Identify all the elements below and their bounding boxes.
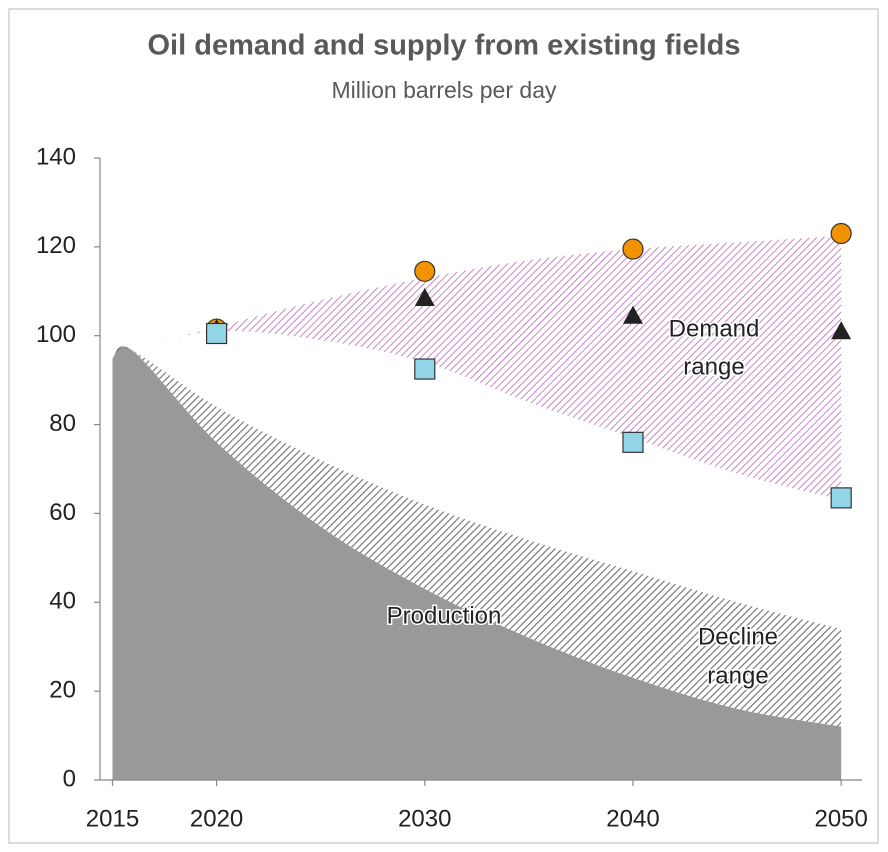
area-label: Production bbox=[387, 602, 502, 629]
marker-square bbox=[414, 358, 436, 380]
marker-square bbox=[622, 431, 644, 453]
y-tick-label: 40 bbox=[49, 588, 76, 615]
y-tick-label: 80 bbox=[49, 410, 76, 437]
x-tick-label: 2030 bbox=[398, 805, 451, 832]
marker-square bbox=[830, 487, 852, 509]
y-tick-label: 140 bbox=[36, 143, 76, 170]
area bbox=[133, 235, 842, 501]
marker-circle bbox=[414, 260, 436, 282]
y-tick-label: 60 bbox=[49, 499, 76, 526]
area-label: Demand bbox=[669, 315, 760, 342]
y-tick-label: 0 bbox=[63, 765, 76, 792]
x-tick-label: 2040 bbox=[606, 805, 659, 832]
y-tick-label: 20 bbox=[49, 676, 76, 703]
chart-subtitle: Million barrels per day bbox=[332, 77, 557, 103]
marker-circle bbox=[830, 222, 852, 245]
chart-title: Oil demand and supply from existing fiel… bbox=[148, 30, 741, 62]
area bbox=[112, 346, 842, 780]
marker-triangle bbox=[622, 305, 643, 324]
plot: ProductionDeclinerangeDemandrange0204060… bbox=[36, 143, 868, 832]
marker-square bbox=[205, 322, 228, 345]
y-tick-label: 120 bbox=[36, 232, 76, 259]
area-label: Decline bbox=[698, 623, 778, 650]
marker-triangle bbox=[414, 287, 435, 306]
x-tick-label: 2015 bbox=[86, 805, 139, 832]
area bbox=[112, 346, 842, 727]
x-tick-label: 2050 bbox=[814, 805, 867, 832]
area-label: range bbox=[683, 353, 744, 380]
area-label: range bbox=[707, 662, 768, 689]
marker-triangle bbox=[831, 321, 852, 340]
x-tick-label: 2020 bbox=[190, 805, 243, 832]
y-tick-label: 100 bbox=[36, 321, 76, 348]
marker-circle bbox=[622, 238, 644, 260]
